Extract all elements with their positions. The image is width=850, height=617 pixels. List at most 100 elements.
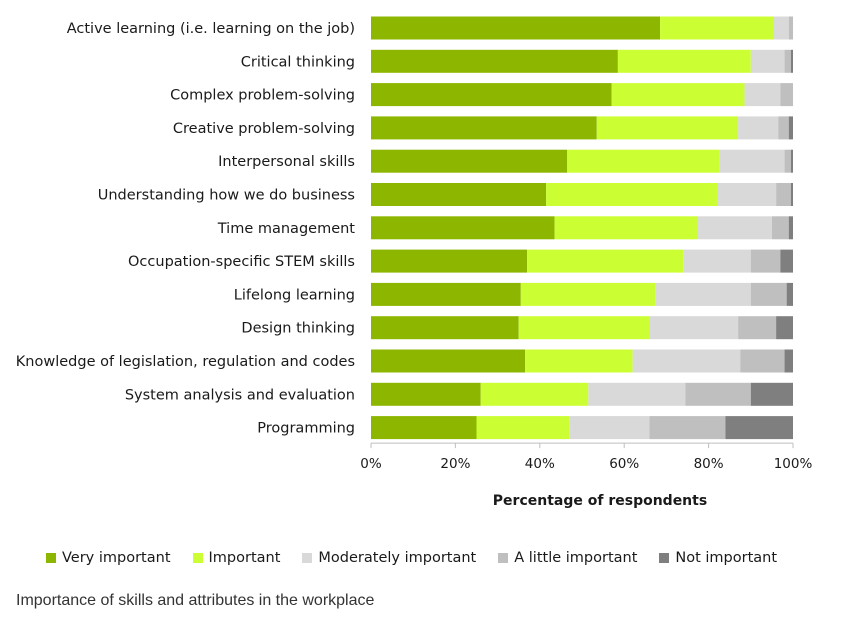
legend-swatch	[498, 553, 509, 563]
legend-label: A little important	[514, 550, 638, 566]
x-axis-title: Percentage of respondents	[493, 493, 707, 509]
bar-segment	[786, 282, 793, 306]
tick-label: 100%	[774, 456, 813, 472]
category-label: Interpersonal skills	[218, 154, 355, 170]
legend-item: Important	[192, 550, 281, 566]
category-label: Design thinking	[241, 321, 355, 337]
category-label: Active learning (i.e. learning on the jo…	[67, 21, 355, 37]
bar-segment	[778, 116, 789, 140]
legend-item: Very important	[46, 550, 171, 566]
category-label: Occupation-specific STEM skills	[128, 254, 355, 270]
bar-segment	[371, 149, 568, 173]
bar-segment	[569, 416, 650, 440]
bar-segment	[784, 49, 791, 73]
legend: Very important Important Moderately import…	[46, 550, 799, 566]
bar-segment	[685, 382, 751, 406]
category-label: Time management	[217, 221, 356, 237]
bar-segment	[371, 316, 519, 340]
tick-label: 40%	[525, 456, 555, 472]
bar-segment	[371, 416, 477, 440]
bar-segment	[788, 216, 793, 240]
bar-segment	[371, 183, 547, 206]
bar-segment	[371, 349, 526, 373]
bar-segment	[371, 49, 618, 73]
legend-swatch	[659, 553, 670, 563]
category-label: Understanding how we do business	[98, 188, 355, 204]
bar-segment	[717, 183, 777, 206]
bar-segment	[371, 249, 528, 273]
tick-label: 20%	[440, 456, 470, 472]
bar-segment	[784, 149, 791, 173]
category-label: Programming	[257, 421, 355, 437]
bar-segment	[744, 83, 781, 107]
bar-segment	[788, 16, 793, 40]
bar-segment	[596, 116, 739, 140]
bar-segment	[617, 49, 751, 73]
bar-segment	[780, 249, 793, 273]
legend-swatch	[302, 553, 313, 563]
category-label: Complex problem-solving	[170, 88, 355, 104]
bar-segment	[546, 183, 718, 206]
bar-segment	[480, 382, 589, 406]
bar-segment	[790, 183, 793, 206]
bar-segment	[588, 382, 686, 406]
legend-item: Moderately important	[302, 550, 476, 566]
legend-label: Moderately important	[318, 550, 477, 566]
category-label: Creative problem-solving	[173, 121, 355, 137]
bar-segment	[750, 249, 781, 273]
stacked-bar-chart: Active learning (i.e. learning on the jo…	[16, 16, 812, 509]
bar-segment	[554, 216, 699, 240]
category-label: Lifelong learning	[234, 287, 355, 303]
legend-item: Not important	[659, 550, 777, 566]
bar-segment	[655, 282, 751, 306]
bar-segment	[371, 216, 555, 240]
legend-label: Not important	[675, 550, 778, 566]
tick-label: 60%	[609, 456, 639, 472]
bar-segment	[776, 183, 791, 206]
bar-segment	[518, 316, 650, 340]
bar-segment	[738, 316, 777, 340]
bar-segment	[371, 282, 521, 306]
bar-segment	[632, 349, 741, 373]
bar-segment	[476, 416, 570, 440]
bar-segment	[520, 282, 656, 306]
tick-label: 80%	[694, 456, 724, 472]
bar-segment	[750, 382, 793, 406]
category-label: Knowledge of legislation, regulation and…	[16, 354, 355, 370]
category-label: Critical thinking	[241, 54, 355, 70]
category-labels: Active learning (i.e. learning on the jo…	[16, 21, 356, 437]
legend-label: Very important	[62, 550, 171, 566]
bar-segment	[750, 282, 787, 306]
bar-segment	[790, 149, 793, 173]
bar-segment	[784, 349, 793, 373]
bar-segment	[740, 349, 785, 373]
bar-segment	[719, 149, 785, 173]
bar-segment	[649, 416, 726, 440]
legend-swatch	[192, 553, 203, 563]
bar-segment	[371, 16, 661, 40]
tick-label: 0%	[360, 456, 382, 472]
x-axis-ticks: 0% 20% 40% 60% 80% 100%	[360, 443, 812, 472]
bar-segment	[649, 316, 739, 340]
bar-segment	[780, 83, 793, 107]
legend-label: Important	[208, 550, 281, 566]
bar-segment	[525, 349, 633, 373]
bar-segment	[371, 83, 612, 107]
bar-segment	[776, 316, 793, 340]
bar-segment	[683, 249, 751, 273]
legend-swatch	[46, 553, 56, 563]
bar-segment	[788, 116, 793, 140]
bar-segment	[771, 216, 789, 240]
bar-segment	[750, 49, 785, 73]
bar-segment	[611, 83, 745, 107]
bar-segment	[738, 116, 779, 140]
bars-group	[371, 16, 793, 440]
bar-segment	[774, 16, 789, 40]
figure-caption: Importance of skills and attributes in t…	[16, 592, 375, 609]
bar-segment	[527, 249, 684, 273]
bar-segment	[660, 16, 775, 40]
bar-segment	[371, 116, 597, 140]
bar-segment	[790, 49, 793, 73]
bar-segment	[698, 216, 772, 240]
legend-item: A little important	[498, 550, 637, 566]
